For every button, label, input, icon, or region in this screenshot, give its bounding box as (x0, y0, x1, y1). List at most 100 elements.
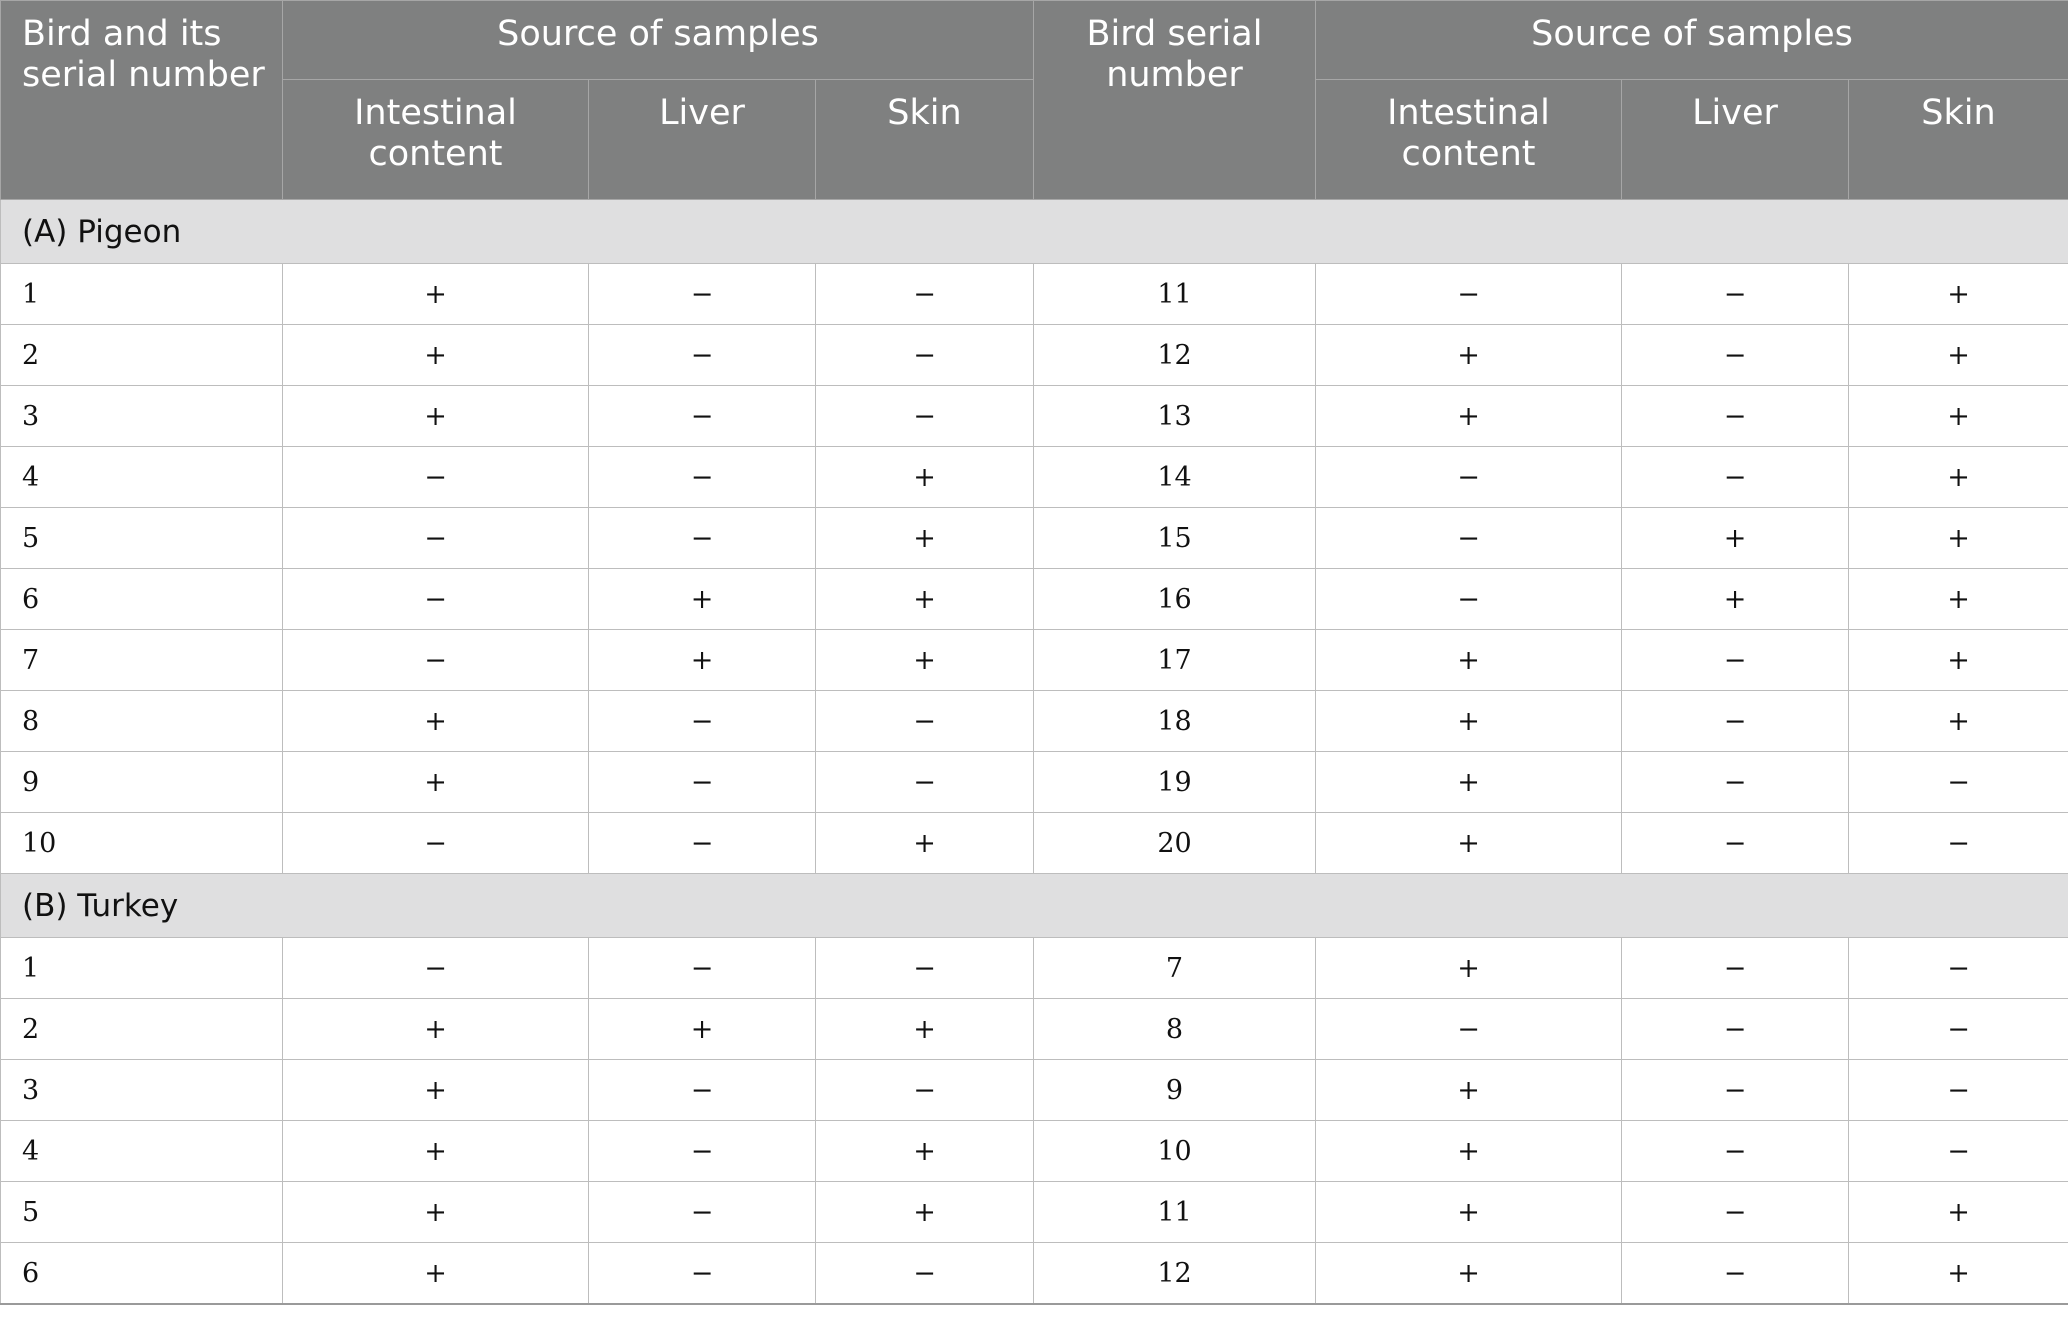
table-row: 6− + +16− + + (0, 568, 2068, 630)
section-row: (A) Pigeon (0, 199, 2068, 264)
table-row: 3 + − −13 + − + (0, 385, 2068, 447)
intestinal-cell: − (1315, 263, 1622, 325)
bird-serial-cell: 17 (1033, 629, 1316, 691)
liver-cell: − (588, 1242, 816, 1305)
liver-cell: − (1621, 263, 1849, 325)
intestinal-cell: + (282, 263, 589, 325)
bird-serial-cell: 14 (1033, 446, 1316, 508)
liver-cell: − (588, 1059, 816, 1121)
liver-cell: − (1621, 1059, 1849, 1121)
table-row: 5− − +15− + + (0, 507, 2068, 569)
header-liver-right: Liver (1621, 79, 1849, 200)
liver-cell: + (588, 998, 816, 1060)
skin-cell: + (815, 998, 1034, 1060)
skin-cell: + (1848, 1242, 2068, 1305)
skin-cell: − (815, 385, 1034, 447)
header-skin-right: Skin (1848, 79, 2068, 200)
header-source-of-samples-left: Source of samples (282, 0, 1034, 80)
header-intestinal-content-right: Intestinal content (1315, 79, 1622, 200)
liver-cell: − (1621, 385, 1849, 447)
liver-cell: − (588, 937, 816, 999)
intestinal-cell: − (1315, 507, 1622, 569)
liver-cell: − (1621, 1181, 1849, 1243)
liver-cell: − (588, 1120, 816, 1182)
liver-cell: − (1621, 1120, 1849, 1182)
intestinal-cell: + (282, 998, 589, 1060)
liver-cell: − (1621, 629, 1849, 691)
header-skin-left: Skin (815, 79, 1034, 200)
bird-serial-cell: 4 (0, 1120, 283, 1182)
skin-cell: + (815, 812, 1034, 874)
liver-cell: − (1621, 1242, 1849, 1305)
table-row: 3 + − −9 + − − (0, 1059, 2068, 1121)
section-label: (B) Turkey (0, 873, 2068, 938)
intestinal-cell: + (282, 385, 589, 447)
bird-serial-cell: 9 (0, 751, 283, 813)
skin-cell: + (1848, 324, 2068, 386)
skin-cell: + (815, 568, 1034, 630)
skin-cell: + (815, 629, 1034, 691)
intestinal-cell: + (1315, 1242, 1622, 1305)
liver-cell: − (1621, 998, 1849, 1060)
bird-serial-cell: 16 (1033, 568, 1316, 630)
liver-cell: − (588, 324, 816, 386)
table-row: 4 + − +10 + − − (0, 1120, 2068, 1182)
bird-serial-cell: 5 (0, 1181, 283, 1243)
bird-serial-cell: 1 (0, 937, 283, 999)
skin-cell: − (1848, 751, 2068, 813)
skin-cell: − (1848, 998, 2068, 1060)
skin-cell: + (1848, 385, 2068, 447)
bird-serial-cell: 2 (0, 324, 283, 386)
skin-cell: + (815, 1181, 1034, 1243)
skin-cell: + (1848, 690, 2068, 752)
header-liver-left: Liver (588, 79, 816, 200)
bird-serial-cell: 8 (1033, 998, 1316, 1060)
skin-cell: + (815, 1120, 1034, 1182)
bird-serial-cell: 11 (1033, 263, 1316, 325)
table-row: 6 + − −12 + − + (0, 1242, 2068, 1305)
bird-serial-cell: 15 (1033, 507, 1316, 569)
section-label: (A) Pigeon (0, 199, 2068, 264)
liver-cell: − (1621, 937, 1849, 999)
liver-cell: − (588, 751, 816, 813)
table-row: 8 + − −18 + − + (0, 690, 2068, 752)
header-bird-serial-left: Bird and its serial number (0, 0, 283, 200)
table-row: 2 + + +8− − − (0, 998, 2068, 1060)
table-body: (A) Pigeon 1 + − −11− − +2 + − −12 + − +3 + − −13 + − +4− −… (0, 199, 2068, 1305)
skin-cell: + (1848, 568, 2068, 630)
bird-serial-cell: 19 (1033, 751, 1316, 813)
liver-cell: − (588, 812, 816, 874)
intestinal-cell: − (282, 446, 589, 508)
intestinal-cell: − (282, 507, 589, 569)
intestinal-cell: + (1315, 1059, 1622, 1121)
bird-serial-cell: 7 (0, 629, 283, 691)
table-row: 9 + − −19 + − − (0, 751, 2068, 813)
intestinal-cell: + (1315, 937, 1622, 999)
skin-cell: − (815, 751, 1034, 813)
intestinal-cell: − (282, 812, 589, 874)
bird-serial-cell: 10 (0, 812, 283, 874)
intestinal-cell: + (1315, 1120, 1622, 1182)
liver-cell: − (588, 690, 816, 752)
skin-cell: + (815, 507, 1034, 569)
intestinal-cell: − (282, 568, 589, 630)
intestinal-cell: + (1315, 751, 1622, 813)
header-intestinal-content-left: Intestinal content (282, 79, 589, 200)
skin-cell: − (1848, 937, 2068, 999)
intestinal-cell: − (1315, 568, 1622, 630)
liver-cell: − (588, 1181, 816, 1243)
bird-serial-cell: 13 (1033, 385, 1316, 447)
intestinal-cell: − (1315, 446, 1622, 508)
bird-serial-cell: 5 (0, 507, 283, 569)
liver-cell: + (1621, 507, 1849, 569)
skin-cell: + (1848, 1181, 2068, 1243)
skin-cell: − (815, 1059, 1034, 1121)
skin-cell: − (815, 263, 1034, 325)
bird-serial-cell: 3 (0, 385, 283, 447)
intestinal-cell: + (282, 1242, 589, 1305)
intestinal-cell: + (1315, 324, 1622, 386)
table-row: 4− − +14− − + (0, 446, 2068, 508)
skin-cell: − (815, 937, 1034, 999)
